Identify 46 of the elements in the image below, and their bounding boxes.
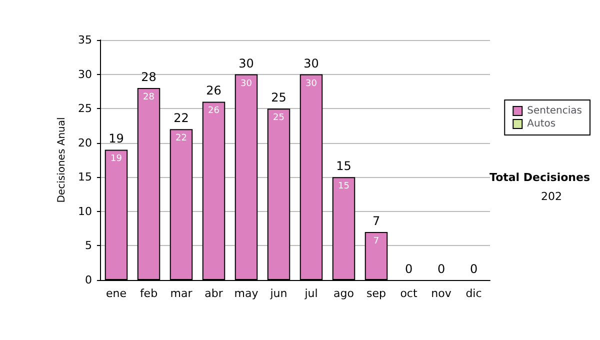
data-label: 25 xyxy=(273,113,284,124)
x-tick-label: dic xyxy=(466,287,482,300)
total-label: 7 xyxy=(372,214,380,228)
x-tick-label: feb xyxy=(140,287,158,300)
data-label: 26 xyxy=(208,106,220,116)
total-label: 19 xyxy=(108,132,124,146)
y-tick-label: 10 xyxy=(78,204,92,218)
y-tick-label: 0 xyxy=(85,274,92,286)
y-axis-title: Decisiones Anual xyxy=(56,117,68,203)
x-tick-label: jul xyxy=(304,287,318,300)
total-label: 0 xyxy=(437,262,446,276)
x-tick-label: may xyxy=(234,287,259,300)
x-tick-label: nov xyxy=(431,287,452,300)
text: 202 xyxy=(541,190,562,203)
data-label: 15 xyxy=(338,182,350,192)
x-tick-label: mar xyxy=(170,287,193,300)
data-label: 30 xyxy=(240,78,252,89)
total-label: 0 xyxy=(404,262,413,276)
x-tick-label: abr xyxy=(204,287,224,300)
total-label: 30 xyxy=(238,56,254,70)
y-tick-label: 5 xyxy=(85,239,92,252)
legend-label: Autos xyxy=(527,118,556,130)
annotation: Total Decisiones xyxy=(490,171,590,184)
data-label: 28 xyxy=(143,92,155,102)
x-tick-label: ago xyxy=(334,287,354,300)
y-tick-label: 15 xyxy=(78,170,92,184)
total-label: 25 xyxy=(271,90,286,105)
data-label: 19 xyxy=(110,154,122,164)
x-tick-label: sep xyxy=(366,287,386,300)
total-label: 28 xyxy=(141,70,156,84)
total-label: 30 xyxy=(304,56,319,70)
total-label: 22 xyxy=(174,111,189,126)
x-tick-label: oct xyxy=(400,287,418,300)
total-label: 26 xyxy=(206,84,222,98)
total-label: 0 xyxy=(470,262,478,276)
y-tick-label: 30 xyxy=(78,68,92,81)
y-tick-label: 25 xyxy=(78,102,92,116)
data-label: 7 xyxy=(373,236,380,246)
data-label: 30 xyxy=(306,78,318,89)
x-tick-label: jun xyxy=(269,287,288,300)
y-tick-label: 35 xyxy=(78,34,92,46)
x-tick-label: ene xyxy=(106,287,127,300)
total-label: 15 xyxy=(336,159,352,174)
y-tick-label: 20 xyxy=(78,136,92,150)
data-label: 22 xyxy=(176,134,187,144)
legend-label: Sentencias xyxy=(527,106,582,116)
